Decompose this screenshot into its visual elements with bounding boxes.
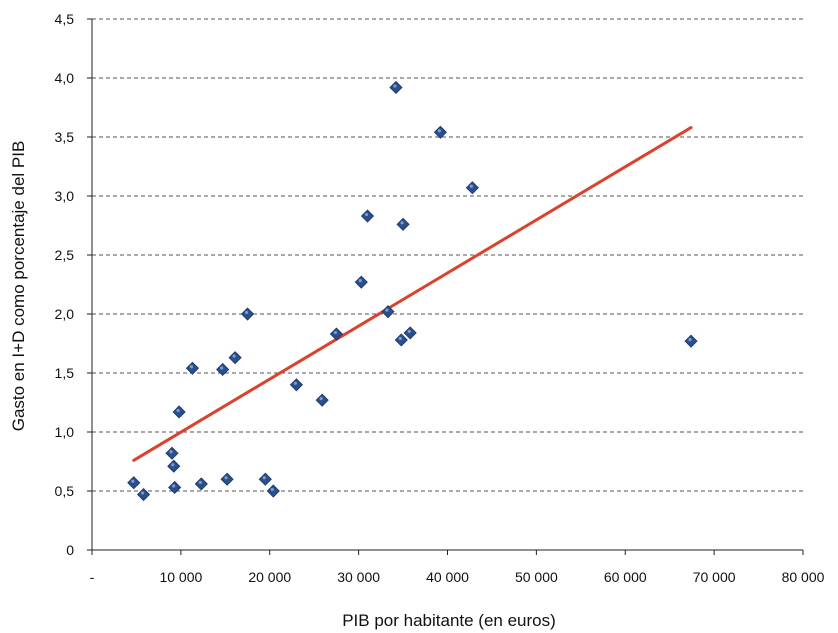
data-point-highlight — [131, 479, 135, 483]
data-point-highlight — [169, 450, 173, 454]
data-point — [465, 181, 479, 195]
y-tick-label: 4,0 — [55, 70, 75, 86]
x-tick-label: 30 000 — [337, 569, 380, 585]
data-point-highlight — [220, 366, 224, 370]
data-point — [185, 361, 199, 375]
data-point — [216, 362, 230, 377]
data-point — [266, 484, 280, 498]
data-point — [360, 209, 375, 223]
data-point-highlight — [189, 365, 194, 369]
data-point-highlight — [224, 476, 228, 480]
data-point — [396, 217, 410, 231]
x-tick-label: - — [90, 569, 95, 585]
data-point-highlight — [262, 476, 266, 480]
data-point-highlight — [358, 279, 362, 283]
x-tick-label: 20 000 — [248, 569, 291, 585]
data-point — [258, 472, 272, 486]
data-point — [136, 487, 151, 502]
data-point-highlight — [140, 491, 145, 495]
data-point — [289, 378, 303, 392]
x-tick-label: 50 000 — [515, 569, 558, 585]
y-tick-label: 2,5 — [55, 247, 75, 263]
data-point-highlight — [270, 487, 274, 492]
data-point-highlight — [407, 329, 411, 333]
data-point — [228, 351, 242, 365]
data-point-highlight — [393, 84, 397, 88]
data-point — [220, 472, 234, 486]
y-tick-label: 4,5 — [55, 11, 75, 27]
x-axis-title: PIB por habitante (en euros) — [342, 611, 556, 630]
data-point-highlight — [244, 310, 249, 315]
axes — [91, 19, 803, 551]
trendline-layer — [132, 126, 693, 462]
data-point — [389, 80, 403, 95]
data-point-highlight — [364, 212, 369, 217]
data-point — [354, 275, 368, 289]
data-point — [381, 305, 395, 319]
y-axis-ticks: 0 0,5 1,0 1,5 2,0 2,5 3,0 3,5 4,0 4,5 — [55, 11, 92, 558]
x-tick-label: 70 000 — [693, 569, 736, 585]
data-point — [165, 446, 179, 460]
y-tick-label: 1,5 — [55, 365, 75, 381]
data-point — [127, 476, 141, 490]
data-point-highlight — [385, 308, 389, 312]
data-point-highlight — [469, 184, 473, 188]
data-point — [168, 480, 182, 495]
data-point-highlight — [398, 336, 402, 341]
data-point — [433, 125, 447, 139]
data-point — [240, 307, 255, 321]
x-tick-label: 10 000 — [159, 569, 202, 585]
trendline — [132, 126, 693, 462]
data-point — [329, 327, 343, 341]
data-point — [167, 459, 181, 473]
data-point-highlight — [176, 408, 180, 413]
data-point-highlight — [172, 484, 176, 488]
data-point-highlight — [293, 381, 298, 385]
y-tick-label: 3,5 — [55, 129, 75, 145]
x-tick-label: 80 000 — [782, 569, 825, 585]
data-point-highlight — [171, 463, 175, 467]
data-point-highlight — [333, 330, 338, 335]
y-tick-label: 3,0 — [55, 188, 75, 204]
data-point-highlight — [688, 338, 692, 342]
data-point — [172, 405, 186, 419]
data-point-highlight — [400, 221, 404, 225]
y-tick-label: 0,5 — [55, 483, 75, 499]
x-axis-ticks: - 10 000 20 000 30 000 40 000 50 000 60 000 70 … — [90, 550, 825, 585]
y-tick-label: 1,0 — [55, 424, 75, 440]
y-tick-label: 2,0 — [55, 306, 75, 322]
y-axis-title: Gasto en I+D como porcentaje del PIB — [9, 141, 28, 432]
data-point-highlight — [319, 397, 323, 401]
data-point-highlight — [232, 354, 236, 358]
data-point — [403, 326, 417, 340]
y-tick-label: 0 — [66, 542, 74, 558]
data-point-highlight — [437, 129, 441, 133]
data-point — [684, 334, 698, 348]
data-point — [315, 393, 329, 407]
x-tick-label: 60 000 — [604, 569, 647, 585]
data-point — [194, 477, 208, 491]
x-tick-label: 40 000 — [426, 569, 469, 585]
data-point-highlight — [198, 480, 202, 485]
data-points — [127, 80, 698, 502]
data-point — [394, 333, 408, 347]
